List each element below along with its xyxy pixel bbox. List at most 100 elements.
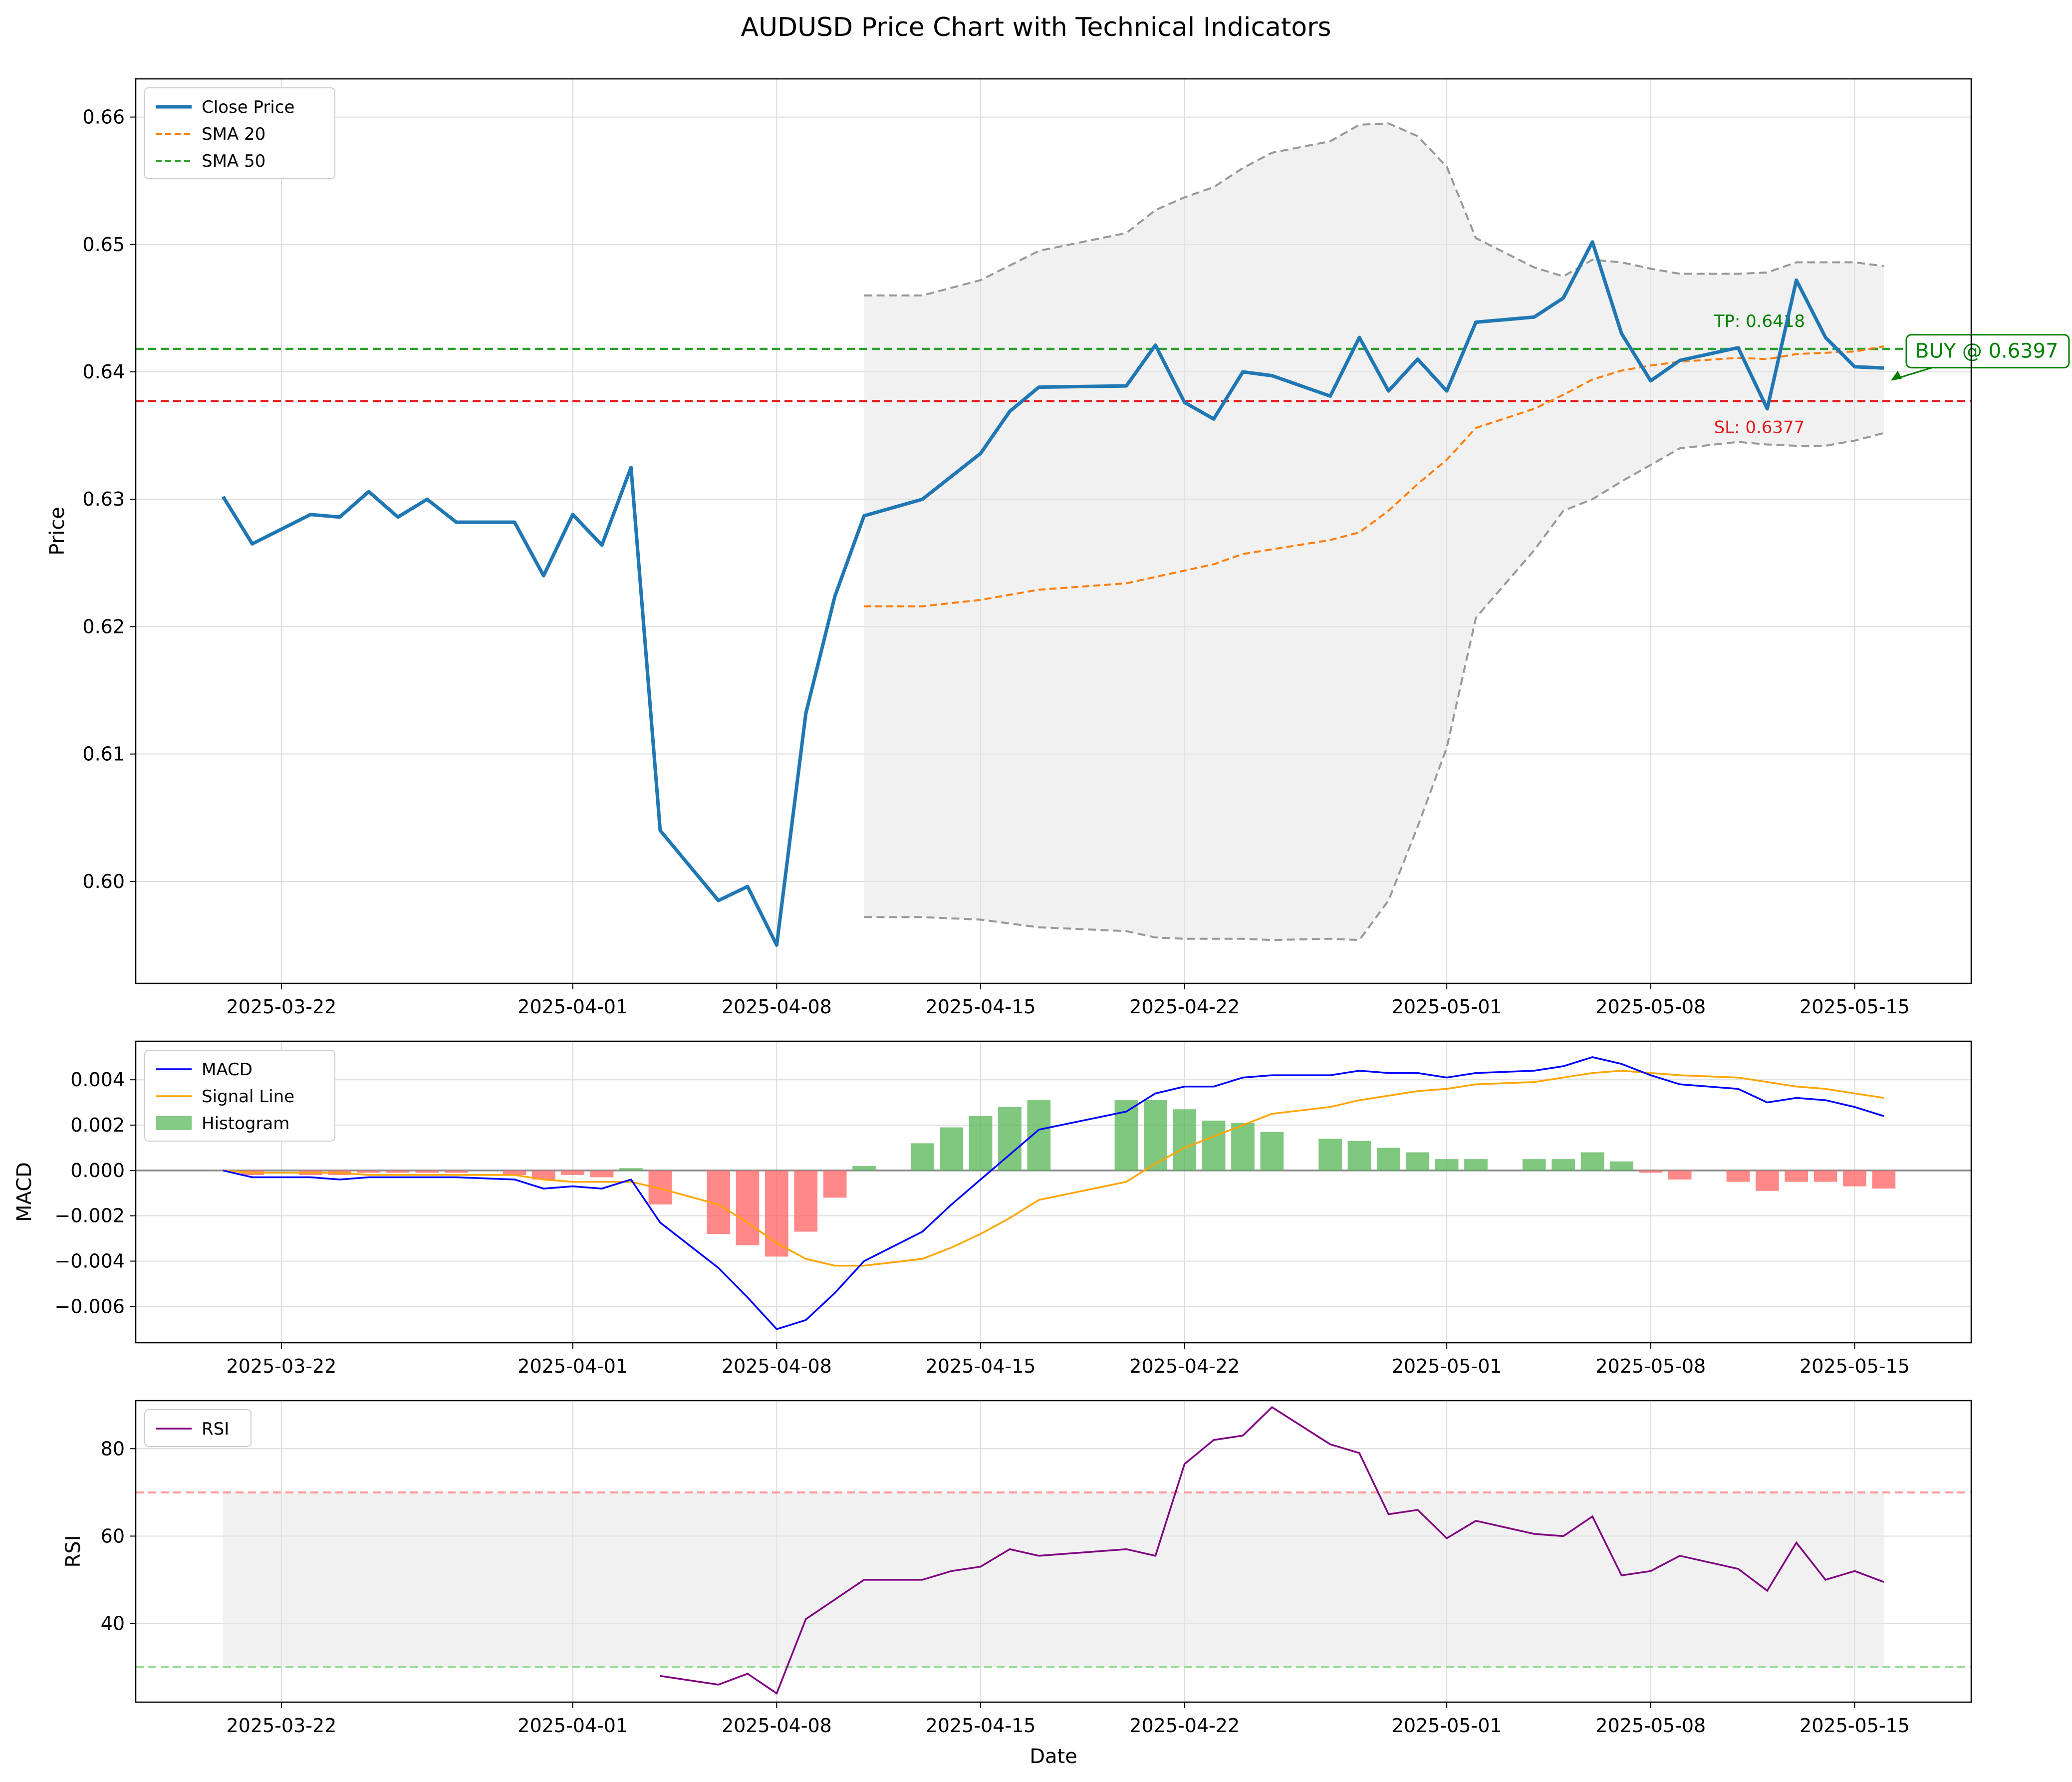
y-tick-label: 40 <box>101 1612 125 1634</box>
y-tick-label: 0.66 <box>82 106 125 128</box>
histogram-bar <box>794 1170 818 1232</box>
histogram-bar <box>1522 1159 1546 1171</box>
legend-entry-signal-line: Signal Line <box>202 1087 294 1107</box>
buy-annotation-arrowhead <box>1890 370 1902 381</box>
histogram-bar <box>619 1168 643 1171</box>
y-tick-label: 60 <box>101 1525 125 1547</box>
histogram-bar <box>590 1170 614 1178</box>
x-tick-label: 2025-04-22 <box>1129 1355 1240 1377</box>
x-tick-label: 2025-04-22 <box>1129 1715 1240 1737</box>
legend-entry-close-price: Close Price <box>202 97 294 117</box>
histogram-bar <box>1347 1141 1371 1171</box>
histogram-bar <box>852 1166 876 1171</box>
histogram-bar <box>1464 1159 1488 1171</box>
histogram-bar <box>531 1170 555 1180</box>
bollinger-upper-line <box>864 122 1884 297</box>
histogram-bar <box>1755 1170 1779 1191</box>
histogram-bar <box>1552 1159 1575 1171</box>
x-tick-label: 2025-05-15 <box>1800 1715 1910 1737</box>
plot-frame <box>135 78 1972 984</box>
x-tick-label: 2025-05-15 <box>1800 996 1910 1018</box>
y-tick-label: 0.004 <box>70 1069 125 1091</box>
legend-entry-histogram: Histogram <box>202 1114 289 1134</box>
histogram-bar <box>1231 1123 1255 1171</box>
histogram-bar <box>1318 1139 1342 1171</box>
y-tick-label: 0.62 <box>82 615 125 637</box>
stop-loss-label: SL: 0.6377 <box>1714 418 1805 438</box>
legend-entry-rsi: RSI <box>202 1419 229 1439</box>
close-price-line <box>222 240 1884 947</box>
y-tick-label: 0.61 <box>82 743 125 765</box>
histogram-bar <box>444 1170 468 1173</box>
neutral-zone-fill <box>223 1492 1884 1667</box>
x-tick-label: 2025-04-08 <box>722 1355 832 1377</box>
y-tick-label: 80 <box>101 1438 125 1460</box>
histogram-bar <box>1173 1109 1197 1171</box>
rsi-line <box>660 1406 1884 1695</box>
histogram-bar <box>386 1170 410 1173</box>
x-axis-label: Date <box>1030 1745 1077 1768</box>
rsi-panel: 2025-03-22 2025-04-01 2025-04-08 2025-04-15… <box>62 1400 1972 1768</box>
x-tick-label: 2025-04-15 <box>926 996 1036 1018</box>
histogram-bar <box>910 1143 934 1171</box>
histogram-bar <box>1260 1132 1284 1171</box>
legend-swatch <box>156 1116 192 1130</box>
sma-20-line <box>864 345 1884 607</box>
y-axis-label: RSI <box>62 1535 85 1568</box>
buy-annotation-box <box>1905 334 2070 369</box>
x-tick-label: 2025-04-01 <box>518 996 628 1018</box>
take-profit-label: TP: 0.6418 <box>1714 311 1806 331</box>
x-tick-label: 2025-05-01 <box>1392 1715 1502 1737</box>
x-tick-label: 2025-04-15 <box>926 1715 1036 1737</box>
legend-box <box>144 87 335 179</box>
histogram-bar <box>1027 1100 1051 1171</box>
x-tick-label: 2025-05-15 <box>1800 1355 1910 1377</box>
chart-title: AUDUSD Price Chart with Technical Indica… <box>741 12 1331 42</box>
x-tick-label: 2025-04-08 <box>722 996 832 1018</box>
legend-entry-macd: MACD <box>202 1060 253 1080</box>
histogram-bar <box>1610 1161 1633 1171</box>
y-tick-label: 0.63 <box>82 488 125 510</box>
x-tick-label: 2025-03-22 <box>226 1715 336 1737</box>
histogram-bar <box>357 1170 381 1173</box>
legend: MACD Signal Line Histogram <box>144 1050 335 1142</box>
histogram-bar <box>940 1127 964 1171</box>
x-tick-label: 2025-05-08 <box>1595 1715 1706 1737</box>
histogram-bar <box>1843 1170 1866 1187</box>
x-tick-label: 2025-04-01 <box>518 1715 628 1737</box>
y-tick-label: −0.004 <box>54 1250 125 1272</box>
histogram-bar <box>998 1107 1022 1171</box>
bollinger-lower-line <box>864 432 1884 941</box>
histogram-bar <box>1406 1152 1430 1171</box>
plot-frame <box>135 1040 1972 1344</box>
histogram-bar <box>561 1170 585 1175</box>
macd-line <box>223 1056 1884 1330</box>
y-tick-label: 0.002 <box>70 1114 125 1136</box>
histogram-bar <box>1668 1170 1692 1180</box>
x-tick-label: 2025-05-08 <box>1595 996 1706 1018</box>
legend-box <box>144 1050 335 1142</box>
histogram-bar <box>1377 1148 1400 1171</box>
plot-frame <box>135 1400 1972 1703</box>
histogram-bar <box>1785 1170 1809 1182</box>
histogram-bar <box>503 1170 526 1175</box>
histogram-bar <box>1639 1170 1663 1173</box>
x-tick-label: 2025-05-08 <box>1595 1355 1706 1377</box>
histogram-bar <box>1435 1159 1459 1171</box>
legend-entry-sma-50: SMA 50 <box>202 151 265 171</box>
y-tick-label: 0.65 <box>82 234 125 256</box>
price-panel: 2025-03-22 2025-04-01 2025-04-08 2025-04-15… <box>46 78 2070 1018</box>
y-axis-label: MACD <box>13 1162 36 1222</box>
histogram-bar <box>969 1116 993 1171</box>
x-tick-label: 2025-03-22 <box>226 1355 336 1377</box>
x-tick-label: 2025-05-01 <box>1392 1355 1502 1377</box>
histogram-bar <box>823 1170 847 1198</box>
histogram-bar <box>736 1170 760 1245</box>
legend: RSI <box>144 1409 252 1447</box>
y-axis-label: Price <box>46 507 69 556</box>
x-tick-label: 2025-04-22 <box>1129 996 1240 1018</box>
x-tick-label: 2025-04-01 <box>518 1355 628 1377</box>
x-tick-label: 2025-04-15 <box>926 1355 1036 1377</box>
x-tick-label: 2025-05-01 <box>1392 996 1502 1018</box>
